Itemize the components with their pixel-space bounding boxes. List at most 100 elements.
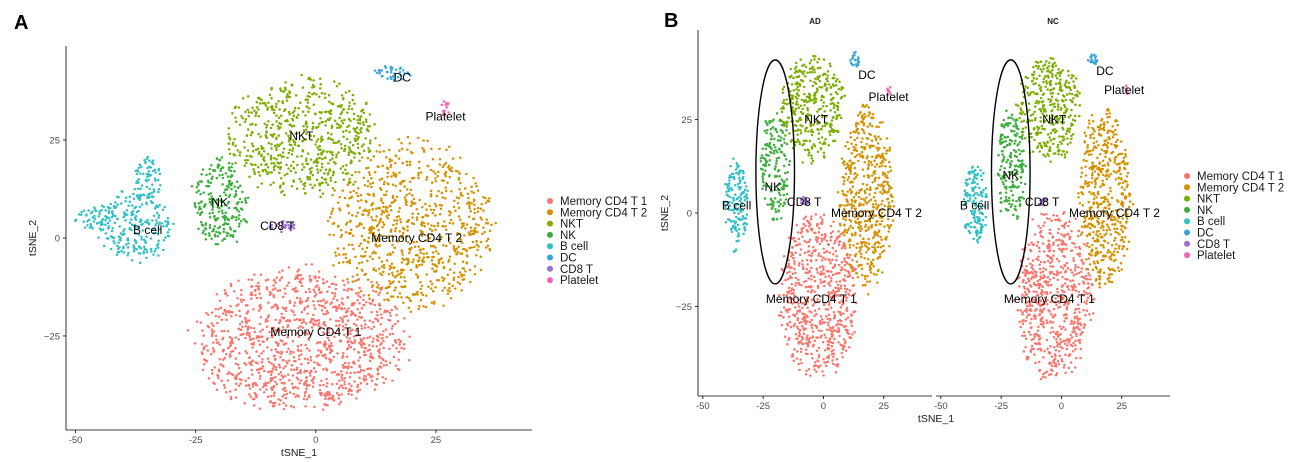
panel-b-ad-point bbox=[779, 150, 783, 153]
panel-a-point bbox=[331, 186, 335, 190]
panel-b-ad-point bbox=[849, 167, 853, 170]
panel-a-point bbox=[213, 225, 217, 228]
panel-a-point bbox=[423, 225, 427, 228]
panel-b-ad-point bbox=[840, 260, 844, 264]
panel-b-ad-point bbox=[838, 113, 841, 117]
panel-b-ad-point bbox=[865, 103, 868, 107]
panel-a-point bbox=[264, 279, 268, 282]
panel-b-ad-point bbox=[881, 173, 885, 176]
panel-a-point bbox=[223, 191, 226, 194]
panel-a-point bbox=[465, 223, 469, 226]
panel-a-point bbox=[416, 293, 419, 296]
panel-b-ad-point bbox=[847, 345, 851, 349]
panel-b-ad-point bbox=[829, 239, 832, 242]
panel-a-point bbox=[369, 139, 372, 142]
panel-a-point bbox=[434, 228, 437, 231]
panel-a-point bbox=[391, 235, 394, 238]
panel-a-point bbox=[314, 293, 318, 296]
panel-b-ad-point bbox=[777, 205, 781, 208]
panel-a-point bbox=[159, 228, 162, 231]
panel-a-point bbox=[438, 236, 442, 239]
panel-a-point bbox=[154, 179, 157, 182]
panel-a-point bbox=[141, 222, 144, 226]
panel-b-ad-point bbox=[801, 235, 804, 238]
panel-a-point bbox=[127, 204, 130, 208]
panel-b-ad-point bbox=[800, 342, 804, 345]
panel-a-point bbox=[324, 168, 328, 171]
panel-a-point bbox=[397, 138, 401, 141]
panel-a-point bbox=[300, 73, 303, 77]
panel-a-point bbox=[286, 120, 289, 123]
panel-a-point bbox=[307, 361, 310, 365]
panel-a-point bbox=[334, 319, 338, 323]
panel-a-point bbox=[465, 254, 469, 257]
panel-b-ad-point bbox=[888, 245, 891, 248]
panel-b-ad-point bbox=[826, 70, 830, 73]
panel-a-point bbox=[389, 314, 392, 317]
panel-b-ad-point bbox=[792, 359, 795, 362]
panel-a-point bbox=[386, 291, 389, 295]
panel-a-point bbox=[376, 223, 380, 226]
panel-a-point bbox=[231, 112, 234, 115]
panel-a-point bbox=[132, 212, 135, 216]
panel-a-point bbox=[355, 215, 358, 218]
panel-b-ad-point bbox=[782, 121, 785, 124]
panel-a-point bbox=[270, 162, 273, 165]
panel-a-point bbox=[130, 259, 134, 262]
panel-b-ad-point bbox=[806, 296, 809, 299]
panel-a-point bbox=[107, 224, 111, 228]
panel-a-point bbox=[216, 242, 219, 246]
panel-a-point bbox=[324, 342, 328, 346]
panel-a-point bbox=[275, 120, 278, 123]
panel-b-ad-point bbox=[767, 175, 771, 178]
panel-b-ad-point bbox=[832, 348, 835, 352]
panel-b-ad-point bbox=[806, 343, 810, 346]
panel-a-point bbox=[309, 280, 312, 283]
panel-b-ad-point bbox=[761, 147, 764, 151]
panel-a-point bbox=[319, 341, 322, 344]
panel-b-ad-point bbox=[829, 277, 833, 280]
panel-b-ad-point bbox=[802, 320, 806, 323]
panel-a-point bbox=[164, 220, 167, 223]
panel-b-ad-point bbox=[810, 99, 813, 102]
panel-a-point bbox=[344, 387, 348, 390]
panel-a-point bbox=[271, 123, 274, 126]
panel-a-point bbox=[346, 204, 350, 207]
panel-a-point bbox=[345, 260, 349, 264]
panel-a-point bbox=[241, 325, 244, 328]
panel-a-point bbox=[307, 110, 310, 114]
panel-a-point bbox=[256, 166, 260, 169]
panel-b-ad-point bbox=[838, 334, 841, 338]
panel-a-point bbox=[452, 247, 456, 250]
panel-b-ad-point bbox=[853, 166, 857, 170]
panel-a-point bbox=[250, 363, 253, 366]
panel-a-point bbox=[231, 310, 234, 314]
panel-a-point bbox=[444, 225, 447, 228]
panel-a-point bbox=[361, 247, 364, 251]
panel-b-ad-point bbox=[873, 169, 876, 173]
panel-b-ad-point bbox=[885, 137, 889, 140]
panel-b-ad-point bbox=[860, 197, 863, 201]
panel-a-point bbox=[330, 341, 333, 345]
panel-a-point bbox=[303, 357, 307, 360]
panel-a-point bbox=[218, 159, 221, 162]
panel-a-point bbox=[441, 113, 445, 117]
panel-a-point bbox=[211, 205, 215, 209]
panel-a-point bbox=[140, 184, 144, 187]
panel-a-point bbox=[294, 286, 297, 290]
panel-a-point bbox=[482, 226, 485, 229]
panel-a-point bbox=[270, 105, 274, 108]
panel-a-point bbox=[312, 92, 316, 95]
panel-b-ad-point bbox=[806, 334, 809, 337]
panel-a-point bbox=[440, 179, 444, 182]
panel-a-point bbox=[324, 397, 327, 401]
panel-a-point bbox=[426, 255, 429, 259]
panel-a-point bbox=[282, 147, 286, 151]
panel-a-point bbox=[377, 267, 381, 271]
panel-a-point bbox=[250, 368, 253, 372]
panel-a-point bbox=[356, 385, 359, 389]
panel-a-point bbox=[476, 248, 479, 252]
panel-a-point bbox=[366, 180, 370, 183]
panel-a-point bbox=[289, 350, 292, 353]
panel-a-point bbox=[362, 303, 365, 307]
